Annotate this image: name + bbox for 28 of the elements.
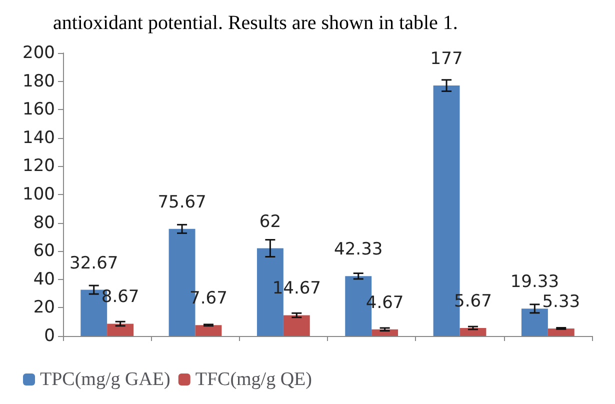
y-tick-label: 120 — [22, 156, 55, 176]
bar — [195, 325, 222, 336]
text: antioxidant potential. Results are shown in table 1. — [53, 12, 458, 34]
y-tick-label: 0 — [44, 326, 55, 346]
bar — [283, 315, 310, 336]
y-tick-label: 140 — [22, 128, 55, 148]
data-label: 62 — [259, 212, 282, 232]
data-label: 32.67 — [70, 253, 118, 274]
y-tick-label: 20 — [33, 298, 55, 318]
bar — [548, 328, 574, 336]
y-tick-label: 160 — [22, 100, 55, 120]
y-tick-label: 200 — [22, 43, 55, 63]
bar — [460, 328, 486, 336]
y-tick-label: 40 — [33, 269, 55, 290]
legend-label: TFC(mg/g QE) — [195, 369, 312, 390]
bar — [372, 329, 398, 336]
bar — [521, 308, 548, 336]
y-tick-label: 60 — [33, 241, 55, 262]
data-label: 5.33 — [542, 292, 580, 312]
y-tick-label: 100 — [22, 184, 55, 204]
data-label: 19.33 — [510, 272, 560, 292]
y-tick-label: 180 — [22, 71, 55, 92]
bar — [107, 324, 134, 336]
legend-label: TPC(mg/g GAE) — [40, 369, 170, 390]
data-label: 75.67 — [158, 192, 206, 212]
y-tick-label: 80 — [33, 212, 55, 233]
data-label: 42.33 — [334, 240, 383, 260]
data-label: 177 — [430, 49, 463, 70]
